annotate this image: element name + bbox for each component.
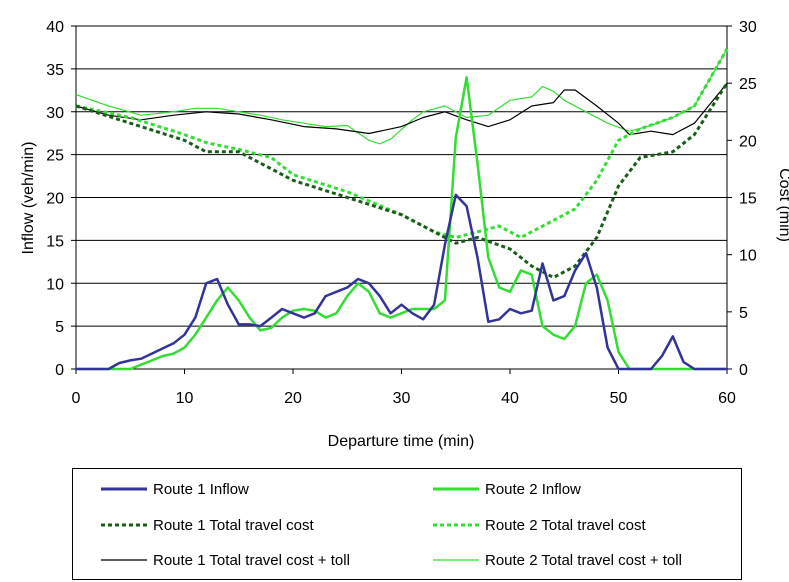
y2-tick-label: 5 [739,305,748,322]
y2-tick-label: 15 [739,191,757,208]
x-axis-label: Departure time (min) [328,433,475,450]
legend-label: Route 1 Total travel cost + toll [153,551,350,569]
y2-tick-label: 30 [739,19,757,36]
legend-item-route1-inflow: Route 1 Inflow [101,478,249,500]
legend-item-route1-cost-toll: Route 1 Total travel cost + toll [101,549,350,571]
y-tick-label: 20 [46,191,64,208]
legend-swatch-route2-inflow [433,487,479,491]
legend-swatch-route2-cost [433,523,479,527]
legend-swatch-route1-cost [101,523,147,527]
x-tick-label: 30 [393,390,411,407]
series-line-route-2-inflow [76,76,727,371]
y-tick-label: 25 [46,148,64,165]
legend-item-route2-cost: Route 2 Total travel cost [433,514,646,536]
y-tick-label: 5 [55,319,64,336]
y2-tick-label: 20 [739,133,757,150]
series-line-route-2-total-travel-cost [75,48,729,239]
legend-item-route2-inflow: Route 2 Inflow [433,478,581,500]
x-tick-label: 60 [718,390,736,407]
x-tick-label: 20 [284,390,302,407]
legend-label: Route 2 Total travel cost + toll [485,551,682,569]
y2-tick-label: 25 [739,76,757,93]
y-tick-label: 30 [46,105,64,122]
y-tick-label: 15 [46,233,64,250]
y-tick-label: 10 [46,276,64,293]
series-line-route-1-total-travel-cost-toll [75,82,728,136]
y2-tick-label: 10 [739,248,757,265]
legend-label: Route 2 Inflow [485,480,581,498]
legend-swatch-route2-cost-toll [433,559,479,561]
series-line-route-1-inflow [76,193,727,371]
legend-label: Route 1 Inflow [153,480,249,498]
legend-item-route1-cost: Route 1 Total travel cost [101,514,314,536]
series-line-route-1-total-travel-cost [75,82,729,279]
y2-axis-label: Cost (min) [776,168,789,242]
legend-item-route2-cost-toll: Route 2 Total travel cost + toll [433,549,682,571]
y-tick-label: 0 [55,362,64,379]
x-tick-label: 50 [610,390,628,407]
legend-swatch-route1-inflow [101,487,147,491]
legend-label: Route 1 Total travel cost [153,516,314,534]
line-chart: 0 5 10 15 20 25 30 35 40 0 5 10 15 20 25 30 0 10 20 30 40 5… [20,19,789,450]
legend: Route 1 Inflow Route 2 Inflow Route 1 To… [72,468,742,580]
series-line-route-2-total-travel-cost-toll [75,48,728,145]
x-tick-label: 0 [72,390,81,407]
legend-swatch-route1-cost-toll [101,559,147,561]
x-tick-label: 40 [501,390,519,407]
y-axis-label: Inflow (veh/min) [20,142,37,255]
y-tick-label: 40 [46,19,64,36]
x-tick-label: 10 [176,390,194,407]
legend-label: Route 2 Total travel cost [485,516,646,534]
y2-tick-label: 0 [739,362,748,379]
y-tick-label: 35 [46,62,64,79]
